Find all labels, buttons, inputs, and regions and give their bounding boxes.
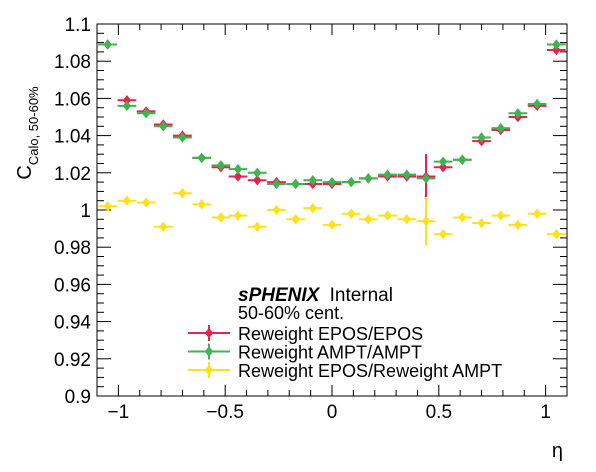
data-point <box>122 100 132 112</box>
data-point <box>308 175 317 186</box>
x-tick-label: 0.5 <box>426 402 452 423</box>
data-point <box>421 215 431 227</box>
axis-ticks: −1 −0.5 0 0.5 1 0.9 0.92 0.94 0.96 0.98 1 1.02 1.04 1… <box>54 15 568 423</box>
data-point <box>383 169 392 180</box>
svg-text:sPHENIX Internal: sPHENIX Internal <box>238 285 393 306</box>
y-tick-label: 0.92 <box>54 350 91 371</box>
data-point <box>233 171 243 182</box>
data-point <box>308 202 317 214</box>
data-point <box>438 156 448 167</box>
y-axis-label-main: C <box>14 165 36 179</box>
data-point <box>513 108 523 119</box>
experiment-label: sPHENIX <box>238 285 321 306</box>
legend-label: Reweight EPOS/Reweight AMPT <box>238 361 502 381</box>
data-point <box>383 210 392 221</box>
data-point <box>122 95 132 106</box>
data-points <box>98 39 566 246</box>
series-2 <box>98 39 566 190</box>
legend-marker <box>204 327 214 339</box>
data-point <box>291 214 300 225</box>
x-tick-label: 1 <box>540 402 551 423</box>
data-point <box>496 210 505 221</box>
data-point <box>532 98 542 110</box>
x-tick-label: −0.5 <box>206 402 244 423</box>
series-3 <box>98 188 566 246</box>
data-point <box>347 176 356 188</box>
data-point <box>122 195 132 206</box>
data-point <box>421 173 431 184</box>
data-point <box>458 154 467 165</box>
y-axis-label: CCalo, 50-60% <box>14 86 41 180</box>
data-point <box>496 122 505 134</box>
y-tick-label: 1.08 <box>54 52 91 73</box>
data-point <box>327 219 337 231</box>
data-point <box>103 201 112 212</box>
x-axis-label: η <box>552 440 563 462</box>
status-label: Internal <box>330 285 393 306</box>
data-point <box>233 210 243 221</box>
data-point <box>159 121 168 132</box>
legend-label: Reweight EPOS/EPOS <box>238 324 423 344</box>
data-point <box>233 163 243 175</box>
y-tick-label: 1 <box>80 201 91 222</box>
data-point <box>347 208 356 219</box>
series-1 <box>98 39 566 199</box>
data-point <box>178 132 187 143</box>
y-tick-label: 1.1 <box>65 15 91 36</box>
annotation-block: sPHENIX Internal 50-60% cent. <box>238 285 393 323</box>
data-point <box>477 132 486 143</box>
data-point <box>216 160 226 171</box>
legend-marker <box>204 346 214 357</box>
data-point <box>253 175 262 186</box>
centrality-label: 50-60% cent. <box>238 303 344 323</box>
legend-marker <box>204 364 214 376</box>
data-point <box>438 162 448 173</box>
data-point <box>552 44 561 56</box>
data-point <box>272 178 281 190</box>
data-point <box>291 178 300 190</box>
data-point <box>552 39 561 50</box>
legend-entry-3: Reweight EPOS/Reweight AMPT <box>188 361 502 381</box>
data-point <box>159 221 168 232</box>
y-tick-label: 0.94 <box>54 313 91 334</box>
y-tick-label: 1.06 <box>54 89 91 110</box>
data-point <box>103 39 112 50</box>
data-point <box>364 173 373 184</box>
y-tick-label: 0.96 <box>54 275 91 296</box>
legend-entry-2: Reweight AMPT/AMPT <box>188 343 422 363</box>
data-point <box>253 221 262 232</box>
y-tick-label: 0.98 <box>54 238 91 259</box>
data-point <box>272 204 281 216</box>
data-point <box>141 108 151 119</box>
data-point <box>532 208 542 219</box>
data-point <box>513 219 523 231</box>
legend-label: Reweight AMPT/AMPT <box>238 343 422 363</box>
data-point <box>458 212 467 223</box>
data-point <box>402 169 411 180</box>
data-point <box>141 197 151 208</box>
data-point <box>364 214 373 225</box>
data-point <box>552 228 561 240</box>
data-point <box>253 167 262 178</box>
y-tick-label: 1.04 <box>54 127 91 148</box>
data-point <box>402 214 411 225</box>
data-point <box>197 199 206 210</box>
data-point <box>197 152 206 164</box>
x-tick-label: 0 <box>327 402 338 423</box>
y-tick-label: 0.9 <box>65 387 91 408</box>
x-tick-label: −1 <box>108 402 130 423</box>
y-tick-label: 1.02 <box>54 164 91 185</box>
y-axis-label-sub: Calo, 50-60% <box>26 86 41 165</box>
legend-entry-1: Reweight EPOS/EPOS <box>188 324 423 344</box>
data-point <box>178 188 187 199</box>
data-point <box>438 228 448 240</box>
data-point <box>327 176 337 188</box>
data-point <box>477 217 486 229</box>
data-point <box>216 212 226 223</box>
